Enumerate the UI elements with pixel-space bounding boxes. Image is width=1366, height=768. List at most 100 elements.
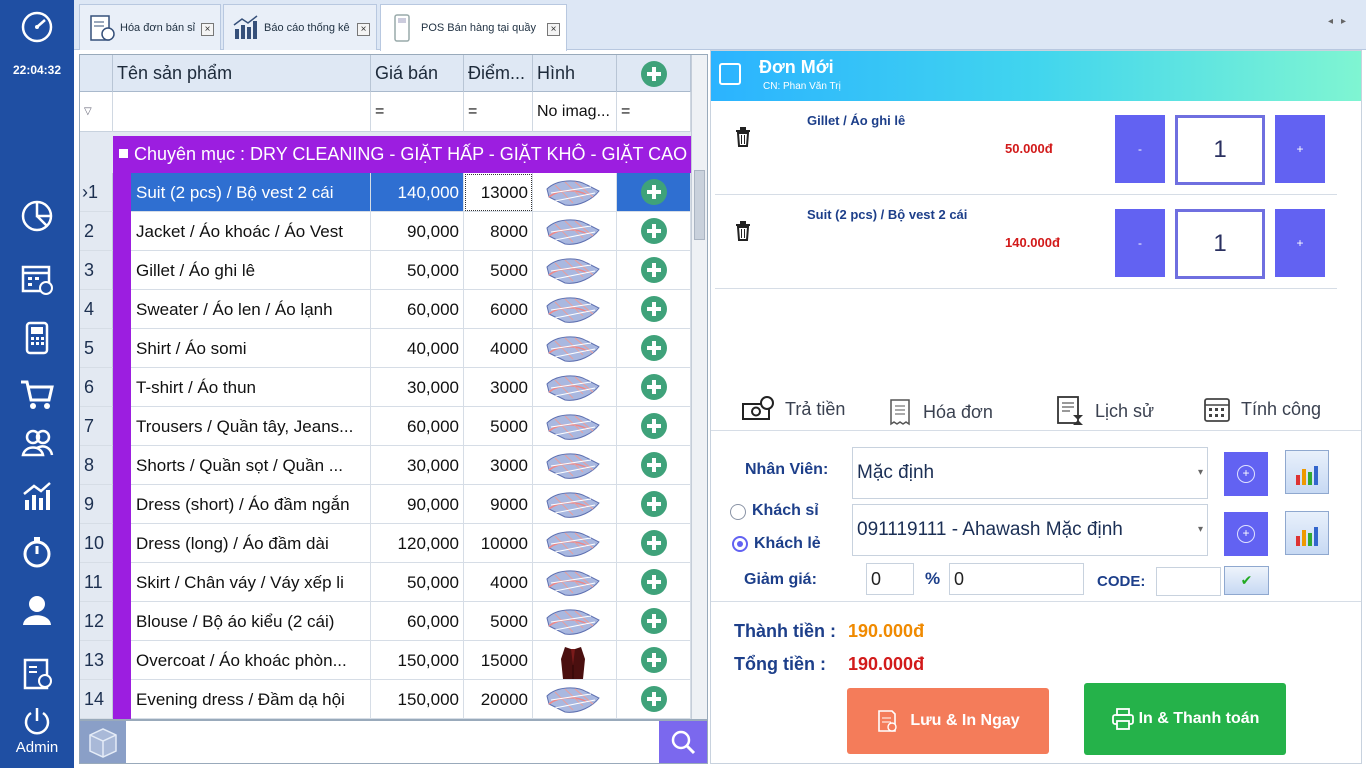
add-to-order-button[interactable]	[617, 368, 691, 407]
category-group-row[interactable]: Chuyên mục : DRY CLEANING - GIẶT HẤP - G…	[80, 132, 691, 173]
invoice-action[interactable]: Hóa đơn	[887, 395, 993, 429]
price-cell[interactable]: 50,000	[371, 563, 464, 602]
stats-icon[interactable]	[0, 474, 74, 518]
price-cell[interactable]: 60,000	[371, 407, 464, 446]
add-to-order-button[interactable]	[617, 485, 691, 524]
product-name-cell[interactable]: Gillet / Áo ghi lê	[131, 251, 371, 290]
quantity-field[interactable]: 1	[1175, 115, 1265, 185]
discount-amount-input[interactable]: 0	[866, 563, 914, 595]
price-cell[interactable]: 60,000	[371, 602, 464, 641]
table-row[interactable]: 10 Dress (long) / Áo đầm dài 120,000 10000	[80, 524, 691, 563]
column-header-name[interactable]: Tên sản phẩm	[113, 55, 371, 92]
points-cell[interactable]: 3000	[464, 446, 533, 485]
points-cell[interactable]: 9000	[464, 485, 533, 524]
discount-percent-input[interactable]: 0	[949, 563, 1084, 595]
table-row[interactable]: 3 Gillet / Áo ghi lê 50,000 5000	[80, 251, 691, 290]
add-to-order-button[interactable]	[617, 446, 691, 485]
add-to-order-button[interactable]	[617, 251, 691, 290]
price-cell[interactable]: 30,000	[371, 368, 464, 407]
price-cell[interactable]: 150,000	[371, 641, 464, 680]
table-row[interactable]: 11 Skirt / Chân váy / Váy xếp li 50,000 400…	[80, 563, 691, 602]
price-cell[interactable]: 60,000	[371, 290, 464, 329]
price-cell[interactable]: 40,000	[371, 329, 464, 368]
add-to-order-button[interactable]	[617, 524, 691, 563]
customer-select[interactable]: 091119111 - Ahawash Mặc định ▾	[852, 504, 1208, 556]
points-cell[interactable]: 6000	[464, 290, 533, 329]
table-row[interactable]: ›1 Suit (2 pcs) / Bộ vest 2 cái 140,000 130…	[80, 173, 691, 212]
decrease-qty-button[interactable]: -	[1115, 209, 1165, 277]
add-to-order-button[interactable]	[617, 680, 691, 719]
column-header-points[interactable]: Điểm...	[464, 55, 533, 92]
product-name-cell[interactable]: Blouse / Bộ áo kiểu (2 cái)	[131, 602, 371, 641]
product-name-cell[interactable]: Trousers / Quần tây, Jeans...	[131, 407, 371, 446]
add-to-order-button[interactable]	[617, 641, 691, 680]
filter-image-select[interactable]: No imag...	[533, 92, 617, 132]
add-to-order-button[interactable]	[617, 407, 691, 446]
points-cell[interactable]: 4000	[464, 563, 533, 602]
table-row[interactable]: 5 Shirt / Áo somi 40,000 4000	[80, 329, 691, 368]
add-to-order-button[interactable]	[617, 329, 691, 368]
product-name-cell[interactable]: Sweater / Áo len / Áo lạnh	[131, 290, 371, 329]
customer-report-button[interactable]	[1285, 511, 1329, 555]
add-all-button[interactable]	[617, 55, 691, 92]
price-cell[interactable]: 120,000	[371, 524, 464, 563]
points-cell[interactable]: 3000	[464, 368, 533, 407]
product-name-cell[interactable]: T-shirt / Áo thun	[131, 368, 371, 407]
close-icon[interactable]: ×	[357, 23, 370, 36]
table-row[interactable]: 7 Trousers / Quần tây, Jeans... 60,000 5000	[80, 407, 691, 446]
add-to-order-button[interactable]	[617, 563, 691, 602]
tab-reports[interactable]: Báo cáo thống kê ×	[223, 4, 377, 50]
price-cell[interactable]: 150,000	[371, 680, 464, 719]
table-row[interactable]: 13 Overcoat / Áo khoác phòn... 150,000 1500…	[80, 641, 691, 680]
decrease-qty-button[interactable]: -	[1115, 115, 1165, 183]
column-header-image[interactable]: Hình	[533, 55, 617, 92]
product-name-cell[interactable]: Shorts / Quần sọt / Quần ...	[131, 446, 371, 485]
tab-scroll-arrows[interactable]: ◂▸	[1327, 16, 1354, 27]
pay-action[interactable]: Trả tiền	[741, 392, 845, 426]
points-cell[interactable]: 5000	[464, 602, 533, 641]
product-name-cell[interactable]: Evening dress / Đầm dạ hội	[131, 680, 371, 719]
add-to-order-button[interactable]	[617, 212, 691, 251]
points-cell[interactable]: 5000	[464, 251, 533, 290]
invoice-icon[interactable]	[0, 652, 74, 696]
staff-report-button[interactable]	[1285, 450, 1329, 494]
print-pay-button[interactable]: In & Thanh toán	[1084, 683, 1286, 755]
filter-name-input[interactable]	[113, 92, 371, 132]
product-name-cell[interactable]: Shirt / Áo somi	[131, 329, 371, 368]
filter-points-input[interactable]: =	[464, 92, 533, 132]
logout-button[interactable]: Admin	[0, 706, 74, 756]
add-staff-button[interactable]: +	[1224, 452, 1268, 496]
price-cell[interactable]: 50,000	[371, 251, 464, 290]
table-row[interactable]: 14 Evening dress / Đầm dạ hội 150,000 20000	[80, 680, 691, 719]
price-cell[interactable]: 140,000	[371, 173, 464, 212]
add-to-order-button[interactable]	[617, 173, 691, 212]
increase-qty-button[interactable]: +	[1275, 115, 1325, 183]
column-header-price[interactable]: Giá bán	[371, 55, 464, 92]
pie-chart-icon[interactable]	[0, 194, 74, 238]
price-cell[interactable]: 30,000	[371, 446, 464, 485]
table-row[interactable]: 12 Blouse / Bộ áo kiểu (2 cái) 60,000 5000	[80, 602, 691, 641]
tab-pos[interactable]: POS Bán hàng tại quầy ×	[380, 4, 567, 51]
product-name-cell[interactable]: Suit (2 pcs) / Bộ vest 2 cái	[131, 173, 371, 212]
package-icon[interactable]	[80, 721, 126, 763]
staff-select[interactable]: Mặc định ▾	[852, 447, 1208, 499]
price-cell[interactable]: 90,000	[371, 485, 464, 524]
wholesale-radio[interactable]	[730, 504, 746, 520]
quantity-field[interactable]: 1	[1175, 209, 1265, 279]
points-cell[interactable]: 4000	[464, 329, 533, 368]
points-cell[interactable]: 10000	[464, 524, 533, 563]
table-row[interactable]: 9 Dress (short) / Áo đầm ngắn 90,000 9000	[80, 485, 691, 524]
add-to-order-button[interactable]	[617, 290, 691, 329]
table-row[interactable]: 6 T-shirt / Áo thun 30,000 3000	[80, 368, 691, 407]
close-icon[interactable]: ×	[547, 23, 560, 36]
trash-icon[interactable]	[735, 127, 751, 147]
apply-code-button[interactable]: ✔	[1224, 566, 1269, 595]
table-row[interactable]: 4 Sweater / Áo len / Áo lạnh 60,000 6000	[80, 290, 691, 329]
points-cell[interactable]: 13000	[464, 173, 533, 212]
table-row[interactable]: 8 Shorts / Quần sọt / Quần ... 30,000 3000	[80, 446, 691, 485]
product-name-cell[interactable]: Jacket / Áo khoác / Áo Vest	[131, 212, 371, 251]
product-name-cell[interactable]: Skirt / Chân váy / Váy xếp li	[131, 563, 371, 602]
add-to-order-button[interactable]	[617, 602, 691, 641]
retail-radio[interactable]	[732, 536, 748, 552]
search-button[interactable]	[659, 721, 707, 763]
